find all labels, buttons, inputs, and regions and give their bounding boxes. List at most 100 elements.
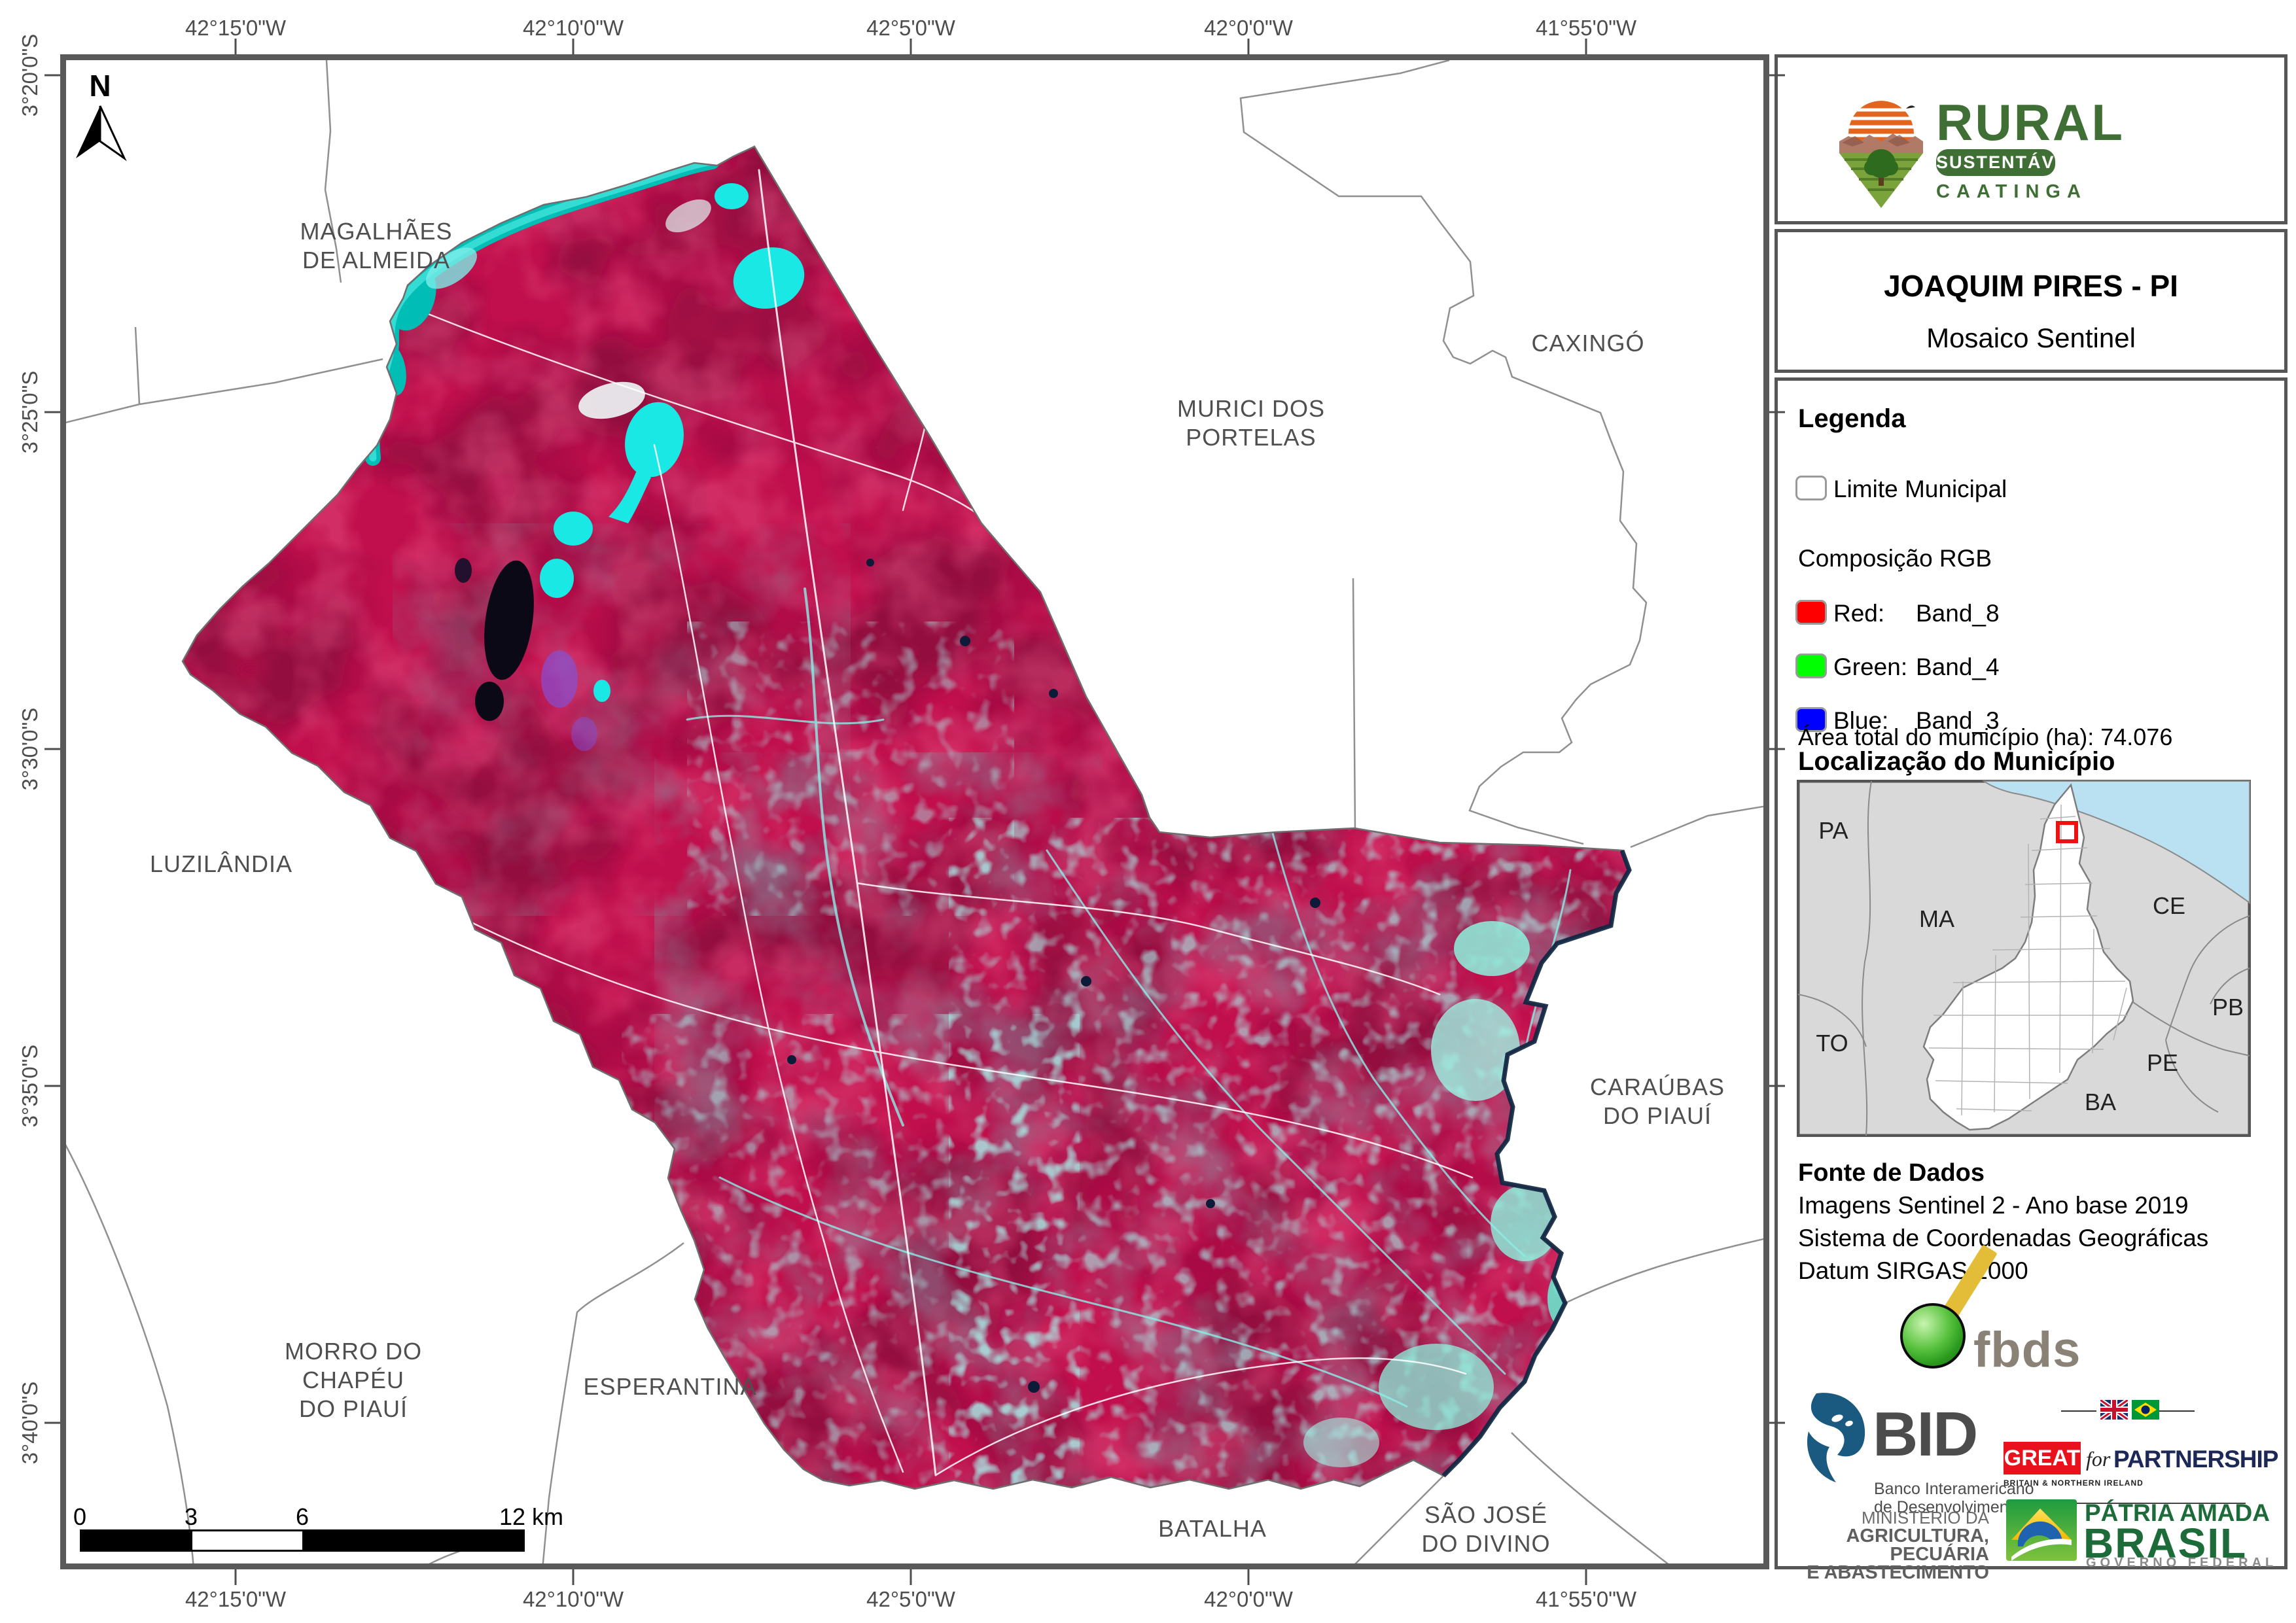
- brasil-label: BRASIL: [2083, 1520, 2248, 1567]
- bid-sub-line: Banco Interamericano: [1874, 1480, 2034, 1498]
- coordinate-label-top: 42°5'0"W: [866, 16, 955, 40]
- tick-left: [44, 411, 60, 413]
- fonte-line: Imagens Sentinel 2 - Ano base 2019: [1798, 1192, 2189, 1219]
- scale-segment: [302, 1531, 523, 1550]
- neighbor-municipality-label: ESPERANTINA: [583, 1373, 757, 1400]
- blue-band-value: Band_3: [1916, 707, 2000, 734]
- coordinate-label-top: 41°55'0"W: [1535, 16, 1637, 40]
- scalebar-label: 0: [73, 1503, 87, 1530]
- coordinate-label-bottom: 42°15'0"W: [185, 1587, 287, 1611]
- north-arrow: N: [72, 71, 128, 101]
- state-label: CE: [2152, 892, 2186, 919]
- tick-top: [910, 39, 912, 54]
- great-logo: GREAT: [2004, 1442, 2081, 1475]
- blue-band-swatch: [1795, 707, 1827, 732]
- coordinate-label-left: 3°20'0"S: [18, 33, 42, 117]
- area-total-label: Área total do município (ha): 74.076: [1798, 724, 2173, 750]
- tick-bottom: [1247, 1569, 1250, 1585]
- neighbor-municipality-label: SÃO JOSÉ DO DIVINO: [1421, 1501, 1551, 1557]
- red-band-swatch: [1795, 600, 1827, 625]
- coordinate-label-bottom: 42°0'0"W: [1204, 1587, 1293, 1611]
- ministerio-line: E ABASTECIMENTO: [1807, 1562, 1989, 1583]
- partnership-word: PARTNERSHIP: [2113, 1446, 2278, 1473]
- tick-bottom: [234, 1569, 237, 1585]
- tick-right: [1769, 748, 1785, 750]
- flag-divider-line: [2061, 1410, 2096, 1412]
- caatinga-diamond-icon: [1839, 101, 1923, 208]
- ministerio-line: AGRICULTURA, PECUÁRIA: [1846, 1526, 1989, 1565]
- neighbor-municipality-label: CAXINGÓ: [1531, 330, 1645, 357]
- state-label: TO: [1816, 1030, 1848, 1056]
- municipality-marker: [2056, 821, 2078, 843]
- scale-bar: [80, 1529, 525, 1552]
- green-band-value: Band_4: [1916, 654, 2000, 680]
- tick-right: [1769, 1085, 1785, 1087]
- municipal-mesh: [1928, 804, 2128, 1116]
- tick-bottom: [1585, 1569, 1587, 1585]
- north-arrow-icon: [76, 105, 127, 162]
- bid-logo-text: BID: [1873, 1399, 1978, 1469]
- neighbor-municipality-label: LUZILÂNDIA: [149, 850, 293, 877]
- neighbor-municipality-label: MAGALHÃES DE ALMEIDA: [300, 218, 453, 273]
- state-label: PB: [2212, 994, 2244, 1021]
- coordinate-label-top: 42°10'0"W: [522, 16, 624, 40]
- divider-rule: [2014, 1503, 2246, 1504]
- fonte-heading: Fonte de Dados: [1798, 1159, 1985, 1187]
- limite-municipal-swatch: [1795, 476, 1827, 500]
- tick-top: [234, 39, 237, 54]
- great-for-word: for: [2086, 1447, 2111, 1471]
- state-label: PE: [2146, 1049, 2179, 1076]
- coordinate-label-left: 3°30'0"S: [18, 707, 42, 791]
- brand-tagline: CAATINGA: [1936, 181, 2087, 202]
- scalebar-label: 12 km: [499, 1503, 564, 1530]
- fbds-logo-text: fbds: [1973, 1322, 2081, 1378]
- neighbor-municipality-label: MURICI DOS PORTELAS: [1177, 395, 1325, 451]
- localizacao-heading: Localização do Município: [1798, 747, 2115, 776]
- tick-left: [44, 1085, 60, 1087]
- neighbor-municipality-label: CARAÚBAS DO PIAUÍ: [1589, 1073, 1725, 1129]
- map-frame: [60, 54, 1769, 1569]
- brand-subname: SUSTENTÁVEL: [1936, 148, 2079, 176]
- north-label: N: [89, 69, 111, 103]
- tick-left: [44, 748, 60, 750]
- tick-right: [1769, 74, 1785, 77]
- blue-band-label: Blue:: [1833, 707, 1889, 734]
- map-subtitle: Mosaico Sentinel: [1926, 323, 2136, 353]
- state-boundaries: [1797, 780, 2250, 1136]
- ocean: [1981, 780, 2250, 904]
- flag-divider-line: [2159, 1410, 2195, 1412]
- rural-sustentavel-logo: RURAL SUSTENTÁVEL CAATINGA: [1835, 90, 2125, 211]
- state-label: PA: [1818, 817, 1848, 844]
- brazil-flag-icon: [2132, 1400, 2159, 1420]
- scale-segment: [192, 1531, 302, 1550]
- tick-left: [44, 74, 60, 77]
- scalebar-label: 3: [184, 1503, 198, 1530]
- tick-top: [1585, 39, 1587, 54]
- tick-right: [1769, 411, 1785, 413]
- limite-municipal-label: Limite Municipal: [1833, 476, 2007, 502]
- coordinate-label-bottom: 42°10'0"W: [522, 1587, 624, 1611]
- tick-bottom: [910, 1569, 912, 1585]
- map-title: JOAQUIM PIRES - PI: [1884, 269, 2178, 303]
- red-band-label: Red:: [1833, 600, 1885, 627]
- tick-top: [1247, 39, 1250, 54]
- britain-ni-label: BRITAIN & NORTHERN IRELAND: [2004, 1478, 2144, 1488]
- fonte-line: Datum SIRGAS 2000: [1798, 1257, 2028, 1284]
- coordinate-label-left: 3°25'0"S: [18, 370, 42, 454]
- brand-name: RURAL: [1936, 93, 2125, 151]
- bid-sub-line: de Desenvolvimento: [1874, 1498, 2022, 1516]
- tick-left: [44, 1422, 60, 1424]
- ministerio-line: MINISTÉRIO DA: [1861, 1508, 1989, 1527]
- coordinate-label-left: 3°35'0"S: [18, 1044, 42, 1128]
- green-band-label: Green:: [1833, 654, 1908, 680]
- uk-flag-icon: [2100, 1400, 2128, 1420]
- coordinate-label-left: 3°40'0"S: [18, 1381, 42, 1465]
- state-label: MA: [1919, 905, 1954, 932]
- piaui-state: [1922, 783, 2134, 1131]
- fonte-line: Sistema de Coordenadas Geográficas: [1798, 1225, 2209, 1251]
- scalebar-label: 6: [295, 1503, 309, 1530]
- neighbor-municipality-label: MORRO DO CHAPÉU DO PIAUÍ: [285, 1338, 422, 1422]
- coordinate-label-bottom: 42°5'0"W: [866, 1587, 955, 1611]
